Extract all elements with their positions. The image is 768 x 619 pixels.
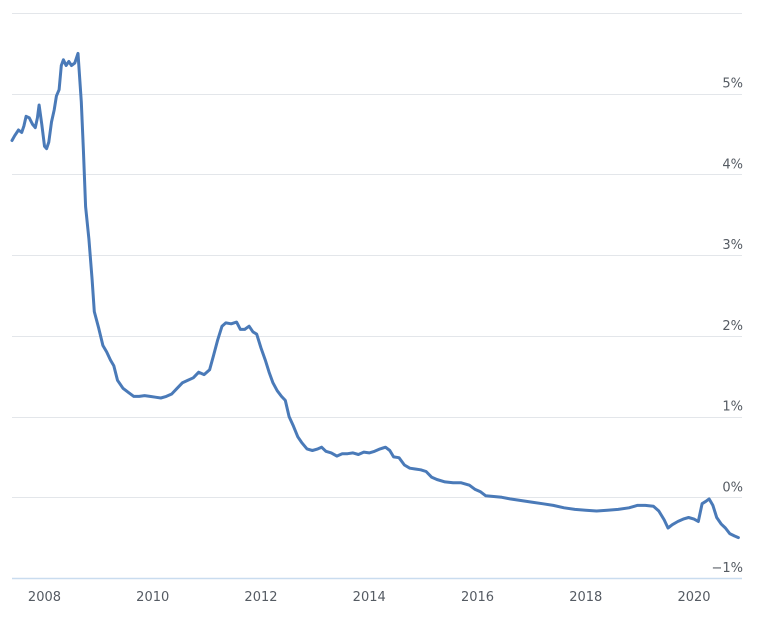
- x-tick-label: 2010: [136, 590, 169, 605]
- y-tick-label: 2%: [722, 319, 743, 334]
- x-axis: 2008 2010 2012 2014 2016 2018 2020: [12, 577, 742, 605]
- x-tick-label: 2020: [677, 590, 710, 605]
- y-tick-label: 5%: [722, 77, 743, 92]
- y-axis: −1% 0% 1% 2% 3% 4% 5%: [711, 77, 743, 576]
- y-tick-label: 0%: [722, 480, 743, 495]
- gridlines: [12, 13, 742, 498]
- y-tick-label: 1%: [722, 400, 743, 415]
- x-tick-label: 2012: [244, 590, 277, 605]
- series-layer: [10, 51, 740, 540]
- x-tick-label: 2018: [569, 590, 602, 605]
- series-line: [10, 51, 740, 540]
- y-tick-label: −1%: [711, 561, 743, 576]
- x-tick-label: 2008: [28, 590, 61, 605]
- y-tick-label: 4%: [722, 157, 743, 172]
- x-tick-label: 2014: [353, 590, 386, 605]
- y-tick-label: 3%: [722, 238, 743, 253]
- x-tick-label: 2016: [461, 590, 494, 605]
